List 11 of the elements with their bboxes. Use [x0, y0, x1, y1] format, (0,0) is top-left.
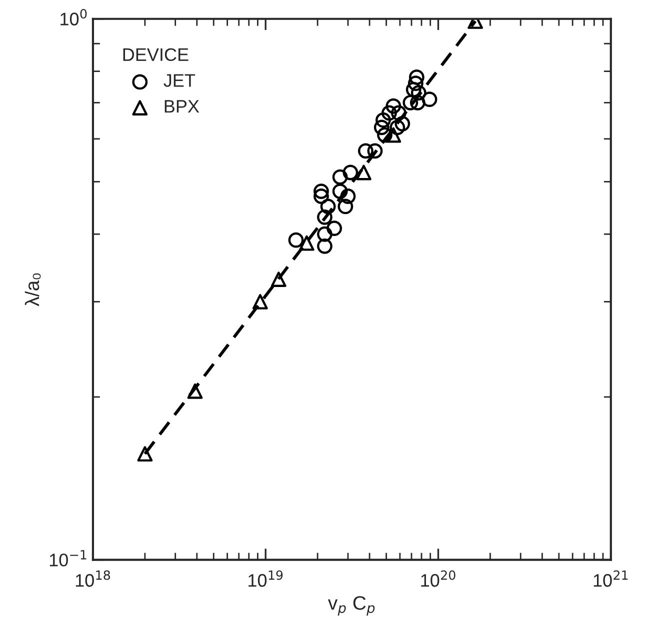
legend-label: JET	[164, 74, 196, 87]
y-tick-label: 10$^{−1}$	[50, 550, 86, 566]
y-axis-title: λ/a₀	[24, 273, 41, 306]
x-tick-label: 10$^{20}$	[421, 570, 456, 587]
legend-label: BPX	[164, 100, 200, 113]
x-tick-label: 10$^{18}$	[76, 570, 110, 587]
x-tick-label: 10$^{21}$	[594, 570, 628, 587]
x-tick-label: 10$^{19}$	[248, 570, 283, 587]
x-axis-title: v$_{p}$ C$_{p}$	[328, 596, 375, 616]
y-tick-label: 10$^{0}$	[60, 8, 87, 26]
legend-title: DEVICE	[123, 48, 188, 62]
